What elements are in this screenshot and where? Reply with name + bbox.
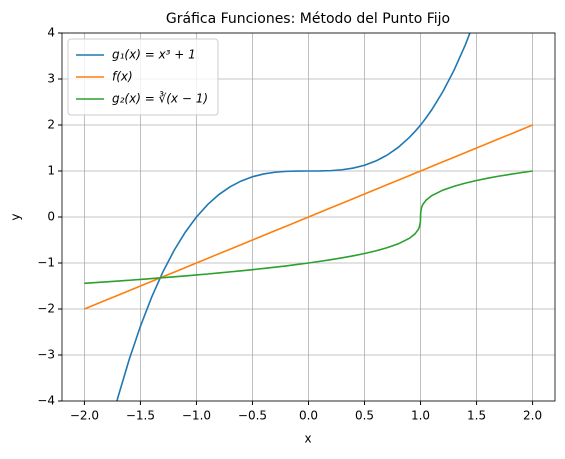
x-tick-label: −1.0 bbox=[182, 409, 211, 423]
chart-title: Gráfica Funciones: Método del Punto Fijo bbox=[166, 11, 450, 27]
series-line bbox=[116, 33, 471, 401]
legend-label: g₂(x) = ∛(x − 1) bbox=[112, 92, 208, 106]
x-tick-label: −1.5 bbox=[126, 409, 155, 423]
x-tick-label: 0.5 bbox=[355, 409, 374, 423]
series-line bbox=[84, 170, 533, 285]
y-tick-label: 4 bbox=[47, 26, 55, 40]
y-tick-label: 0 bbox=[47, 210, 55, 224]
x-tick-label: −2.0 bbox=[70, 409, 99, 423]
series-group bbox=[84, 170, 533, 285]
x-axis-label: x bbox=[304, 432, 311, 446]
legend-label: f(x) bbox=[112, 70, 133, 84]
legend-box bbox=[67, 38, 219, 116]
y-tick-label: −3 bbox=[37, 348, 55, 362]
x-tick-label: 1.5 bbox=[467, 409, 486, 423]
series-line bbox=[84, 124, 533, 310]
series-group bbox=[84, 124, 533, 310]
legend-label: g₁(x) = x³ + 1 bbox=[112, 48, 196, 62]
y-tick-label: 3 bbox=[47, 72, 55, 86]
plot-frame bbox=[61, 32, 556, 402]
x-tick-label: 1.0 bbox=[411, 409, 430, 423]
x-tick-label: 0.0 bbox=[299, 409, 318, 423]
x-tick-label: 2.0 bbox=[523, 409, 542, 423]
y-tick-label: −4 bbox=[37, 394, 55, 408]
y-tick-label: −1 bbox=[37, 256, 55, 270]
y-tick-label: −2 bbox=[37, 302, 55, 316]
y-axis-label: y bbox=[9, 213, 23, 220]
y-tick-label: 1 bbox=[47, 164, 55, 178]
series-group bbox=[116, 33, 471, 401]
x-tick-label: −0.5 bbox=[238, 409, 267, 423]
y-tick-label: 2 bbox=[47, 118, 55, 132]
